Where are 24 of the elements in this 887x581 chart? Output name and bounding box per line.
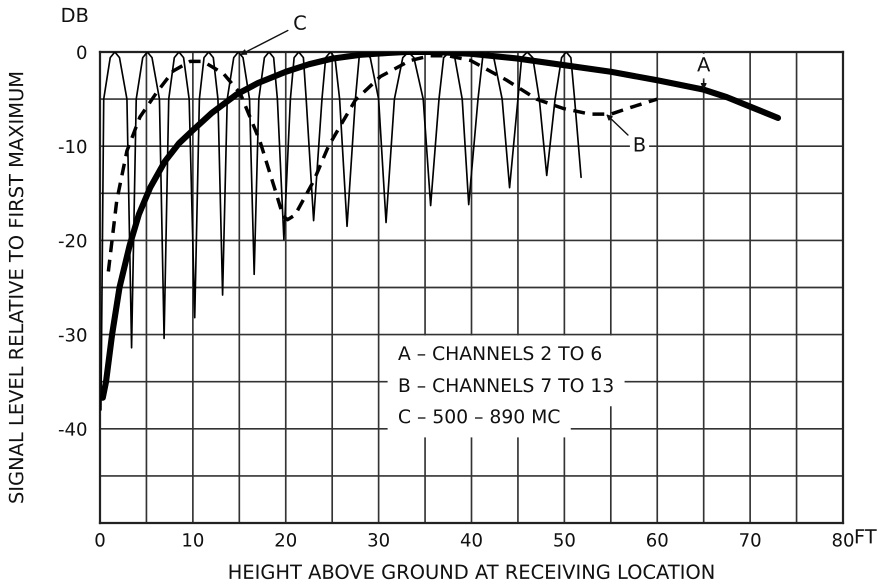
x-axis-title: HEIGHT ABOVE GROUND AT RECEIVING LOCATION [230, 564, 714, 580]
text: DB [62, 8, 88, 22]
x-tick-label: 70 [740, 533, 760, 547]
x-tick-label: 20 [276, 533, 296, 547]
y-tick-label: -40 [58, 422, 86, 436]
y-axis-title: SIGNAL LEVEL RELATIVE TO FIRST MAXIMUM [8, 72, 24, 503]
x-tick-label: 30 [368, 533, 389, 547]
x-tick-label: 10 [183, 533, 204, 547]
x-tick-label: 0 [95, 533, 105, 547]
annotation: C – 500 – 890 MC [398, 409, 560, 424]
x-tick-label: 80 [832, 533, 854, 547]
x-tick-label: 40 [460, 533, 482, 547]
y-tick-label: -10 [58, 140, 86, 154]
annotation: B – CHANNELS 7 TO 13 [400, 378, 613, 392]
y-tick-label: -30 [58, 328, 86, 342]
y-tick-label: 0 [77, 45, 86, 60]
annotation: B [634, 137, 645, 152]
y-tick-label: -20 [58, 234, 86, 248]
annotation: A – CHANNELS 2 TO 6 [398, 346, 602, 360]
x-tick-label: 60 [647, 533, 668, 547]
annotation: C [294, 15, 306, 30]
annotation: A [697, 57, 710, 72]
text: FT [856, 529, 877, 544]
x-tick-label: 50 [554, 533, 575, 547]
